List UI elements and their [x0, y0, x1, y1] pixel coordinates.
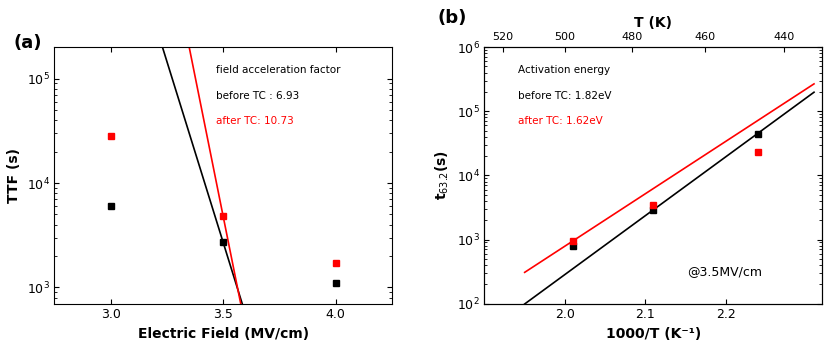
Text: @3.5MV/cm: @3.5MV/cm	[686, 265, 761, 278]
Text: after TC: 1.62eV: after TC: 1.62eV	[518, 116, 602, 126]
Text: field acceleration factor: field acceleration factor	[216, 65, 340, 75]
X-axis label: Electric Field (MV/cm): Electric Field (MV/cm)	[137, 327, 308, 341]
Text: before TC : 6.93: before TC : 6.93	[216, 91, 299, 101]
Text: (b): (b)	[436, 9, 466, 27]
Y-axis label: TTF (s): TTF (s)	[7, 148, 21, 203]
Text: before TC: 1.82eV: before TC: 1.82eV	[518, 91, 611, 101]
Y-axis label: t$_{63.2}$(s): t$_{63.2}$(s)	[433, 150, 450, 200]
X-axis label: 1000/T (K⁻¹): 1000/T (K⁻¹)	[605, 327, 700, 341]
Text: (a): (a)	[14, 34, 42, 52]
X-axis label: T (K): T (K)	[633, 16, 672, 30]
Text: Activation energy: Activation energy	[518, 65, 609, 75]
Text: after TC: 10.73: after TC: 10.73	[216, 116, 294, 126]
